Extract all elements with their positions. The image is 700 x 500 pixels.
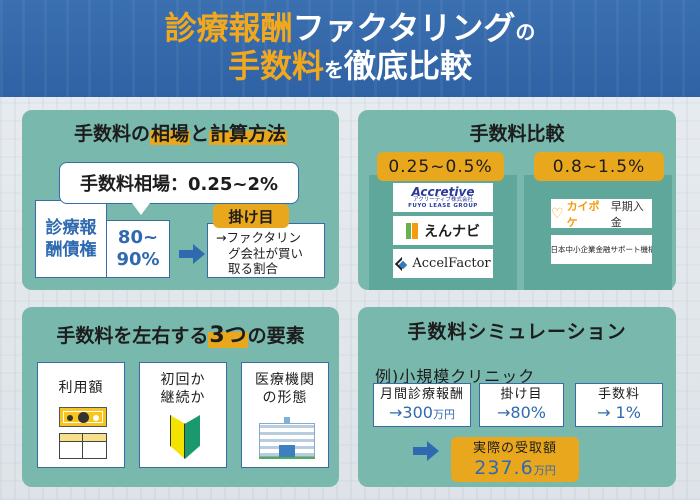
- logo-group: FUYO LEASE GROUP: [408, 202, 478, 209]
- column-high-fee: [524, 175, 672, 290]
- kakeme-desc-line: →ファクタリン: [216, 230, 301, 245]
- range-tag-high: 0.8~1.5%: [534, 152, 664, 181]
- range-tag-low: 0.25~0.5%: [377, 152, 504, 181]
- logo-kaipoke: ♡ カイポケ 早期入金: [551, 199, 652, 228]
- sim-label: 月間診療報酬: [379, 387, 464, 402]
- title-particle-1: の: [515, 20, 536, 44]
- logo-text: カイポケ: [566, 199, 600, 229]
- factor-card-usage-amount: 利用額: [37, 362, 125, 468]
- logo-text: Accretive: [411, 185, 475, 199]
- title-highlight-1: 診療報酬: [164, 9, 293, 47]
- beginner-mark-icon: [170, 415, 200, 459]
- sim-value: → 1%: [597, 403, 641, 423]
- accelfactor-logo-icon: [395, 256, 410, 271]
- header-banner: 診療報酬ファクタリングの 手数料を徹底比較: [0, 0, 700, 97]
- arrow-right-icon: [179, 244, 205, 264]
- logo-text: AccelFactor: [412, 256, 491, 271]
- title-text-1: ファクタリング: [292, 9, 516, 47]
- factor-card-first-or-repeat: 初回か 継続か: [139, 362, 227, 468]
- sim-value: →300万円: [389, 403, 455, 423]
- panel-title: 手数料比較: [469, 123, 565, 145]
- example-label: 例)小規模クリニック: [375, 367, 536, 386]
- result-value: 237.6万円: [474, 456, 556, 479]
- panel-fee-simulation: 手数料シミュレーション 例)小規模クリニック 月間診療報酬 →300万円 掛け目…: [358, 307, 676, 487]
- logo-subtext: 早期入金: [610, 199, 644, 229]
- fee-range-text: 手数料相場：0.25~2%: [79, 174, 279, 195]
- logo-ennavi: えんナビ: [393, 216, 493, 245]
- ratio-value: 90%: [116, 249, 160, 270]
- title-particle-2: を: [324, 58, 344, 82]
- sim-input-fee: 手数料 → 1%: [575, 383, 663, 427]
- title-part: 手数料の: [73, 123, 150, 145]
- factor-card-institution-type: 医療機関 の形態: [241, 362, 329, 468]
- factor-label: 利用額: [58, 380, 104, 396]
- title-line-2: 手数料を徹底比較: [0, 50, 700, 82]
- factor-label: 医療機関 の形態: [255, 372, 315, 407]
- fee-range-bubble: 手数料相場：0.25~2%: [59, 162, 299, 204]
- panel-title: 手数料シミュレーション: [407, 321, 627, 343]
- arrow-right-icon: [413, 441, 439, 461]
- panel-title: 手数料を左右する3つの要素: [22, 317, 339, 349]
- title-highlight: 計算方法: [209, 123, 288, 145]
- logo-text: 日本中小企業金融サポート機構: [551, 245, 652, 254]
- ratio-value: 80~: [117, 227, 159, 249]
- receivable-label: 診療報: [45, 217, 97, 238]
- title-highlight: 3つ: [208, 323, 248, 348]
- sim-input-monthly-revenue: 月間診療報酬 →300万円: [373, 383, 471, 427]
- sim-value: →80%: [497, 403, 546, 423]
- panel-three-factors: 手数料を左右する3つの要素 利用額 初回か 継続か 医療機関 の形態: [22, 307, 339, 487]
- sim-result-box: 実際の受取額 237.6万円: [451, 437, 579, 482]
- receivable-label: 酬債権: [45, 240, 97, 260]
- kakeme-tag: 掛け目: [213, 204, 289, 228]
- title-part: 手数料を左右する: [56, 325, 209, 347]
- title-text-2: 徹底比較: [344, 47, 473, 85]
- money-icon: [59, 407, 107, 459]
- receivable-box: 診療報 酬債権: [35, 200, 107, 278]
- logo-text: えんナビ: [424, 223, 480, 240]
- title-highlight: 相場: [149, 123, 190, 145]
- sim-label: 掛け目: [500, 387, 543, 402]
- sim-input-kakeme: 掛け目 →80%: [479, 383, 564, 427]
- header-texture: [0, 0, 700, 97]
- heart-icon: ♡: [551, 205, 564, 222]
- kakeme-desc-line: 取る割合: [228, 261, 279, 277]
- logo-accretive: Accretive アクリーティブ株式会社 FUYO LEASE GROUP: [393, 183, 493, 212]
- sim-label: 手数料: [597, 387, 640, 402]
- title-line-1: 診療報酬ファクタリングの: [0, 12, 700, 44]
- kakeme-desc-line: グ会社が買い: [228, 245, 304, 261]
- panel-title: 手数料の相場と計算方法: [22, 119, 339, 146]
- factor-label: 初回か 継続か: [160, 372, 206, 407]
- title-highlight-2: 手数料: [227, 47, 324, 85]
- hospital-icon: [259, 417, 315, 459]
- logo-accelfactor: AccelFactor: [393, 249, 493, 278]
- title-part: と: [190, 123, 210, 145]
- result-label: 実際の受取額: [472, 441, 557, 456]
- bubble-tail: [132, 203, 150, 215]
- logo-subtext: アクリーティブ株式会社: [413, 197, 473, 203]
- title-part: の要素: [247, 325, 305, 347]
- panel-fee-comparison: 手数料比較 0.25~0.5% 0.8~1.5% Accretive アクリーテ…: [358, 110, 676, 290]
- kakeme-description: →ファクタリン グ会社が買い 取る割合: [207, 223, 325, 278]
- panel-rates-calculation: 手数料の相場と計算方法 診療報 酬債権 80~ 90% 手数料相場：0.25~2% …: [22, 110, 339, 290]
- logo-jsfa: 日本中小企業金融サポート機構: [551, 235, 652, 264]
- ratio-box: 80~ 90%: [106, 220, 170, 278]
- ennavi-logo-icon: [406, 222, 418, 239]
